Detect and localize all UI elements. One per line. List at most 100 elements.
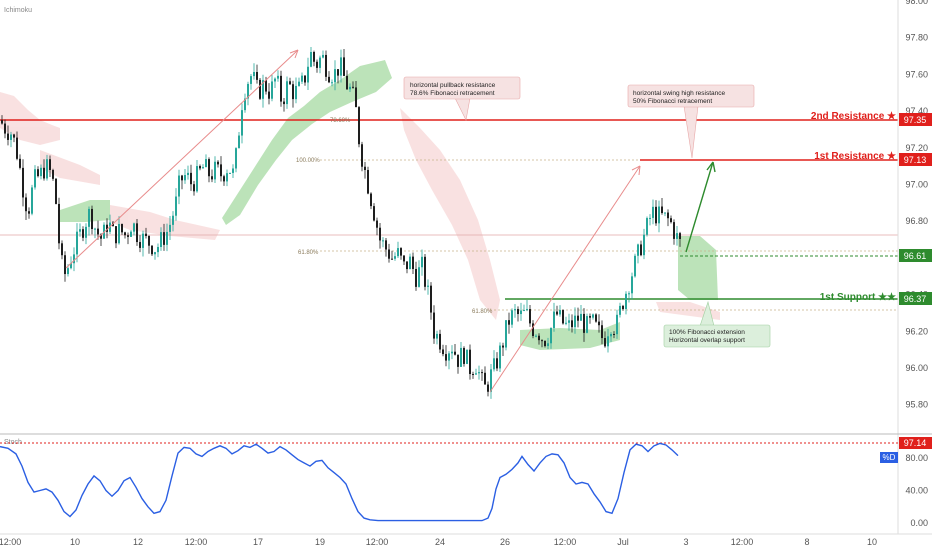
stoch-legend-tag: %D bbox=[880, 452, 898, 463]
candle-body bbox=[574, 315, 576, 328]
candle-body bbox=[355, 87, 357, 108]
candle-body bbox=[610, 333, 612, 337]
price-tag-support1-bg bbox=[899, 292, 932, 305]
candle-body bbox=[625, 293, 627, 310]
candle-body bbox=[142, 233, 144, 248]
candle-body bbox=[292, 84, 294, 100]
candle-body bbox=[331, 82, 333, 84]
time-tick-label: 12:00 bbox=[185, 537, 208, 547]
candle-body bbox=[187, 172, 189, 176]
candle-body bbox=[412, 256, 414, 269]
candle-body bbox=[265, 80, 267, 92]
candle-body bbox=[427, 285, 429, 287]
candle-body bbox=[556, 311, 558, 315]
candle-body bbox=[673, 222, 675, 239]
candle-body bbox=[223, 176, 225, 182]
callout-support-line1: 100% Fibonacci extension bbox=[669, 329, 745, 336]
callout-pullback-line2: 78.6% Fibonacci retracement bbox=[410, 90, 495, 97]
resistance-1-label: 1st Resistance ★ bbox=[814, 151, 896, 162]
candle-body bbox=[481, 372, 483, 374]
candle-body bbox=[577, 315, 579, 321]
time-tick-label: 10 bbox=[867, 537, 877, 547]
candle-body bbox=[274, 78, 276, 82]
candle-body bbox=[409, 256, 411, 270]
candle-body bbox=[475, 373, 477, 375]
price-tag-resistance2: 97.35 bbox=[899, 113, 932, 126]
price-tick-label: 97.80 bbox=[905, 33, 928, 43]
candle-body bbox=[193, 184, 195, 192]
candle-body bbox=[325, 54, 327, 77]
candle-body bbox=[664, 212, 666, 214]
candle-body bbox=[262, 80, 264, 99]
time-tick-label: 17 bbox=[253, 537, 263, 547]
candle-body bbox=[244, 98, 246, 111]
candle-body bbox=[46, 159, 48, 179]
candle-body bbox=[634, 255, 636, 277]
candle-body bbox=[175, 196, 177, 216]
candle-body bbox=[52, 169, 54, 179]
candle-body bbox=[31, 187, 33, 214]
candle-body bbox=[70, 263, 72, 269]
candle-body bbox=[505, 320, 507, 348]
candle-body bbox=[295, 85, 297, 100]
ichimoku-cloud-green bbox=[60, 60, 718, 350]
candle-body bbox=[631, 276, 633, 294]
candle-body bbox=[28, 211, 30, 214]
candle-body bbox=[169, 224, 171, 232]
price-tick-label: 97.60 bbox=[905, 69, 928, 79]
price-tick-label: 97.20 bbox=[905, 143, 928, 153]
candle-body bbox=[376, 220, 378, 228]
candle-body bbox=[313, 52, 315, 62]
stoch-legend-text: %D bbox=[883, 453, 896, 462]
time-tick-label: 12:00 bbox=[554, 537, 577, 547]
candle-body bbox=[454, 351, 456, 355]
time-tick-label: 19 bbox=[315, 537, 325, 547]
candle-body bbox=[19, 158, 21, 168]
candle-body bbox=[226, 173, 228, 182]
candle-body bbox=[394, 256, 396, 259]
candle-body bbox=[643, 234, 645, 256]
candle-body bbox=[562, 310, 564, 324]
candle-body bbox=[298, 81, 300, 86]
candle-body bbox=[406, 261, 408, 270]
candle-body bbox=[196, 166, 198, 192]
candle-body bbox=[190, 172, 192, 185]
candle-body bbox=[463, 347, 465, 364]
candle-body bbox=[361, 144, 363, 167]
candle-body bbox=[652, 206, 654, 218]
candle-body bbox=[118, 224, 120, 244]
candle-body bbox=[640, 244, 642, 256]
candle-body bbox=[34, 169, 36, 188]
candle-body bbox=[490, 369, 492, 392]
candle-body bbox=[76, 231, 78, 255]
callout-support: 100% Fibonacci extension Horizontal over… bbox=[663, 300, 771, 348]
candle-body bbox=[55, 178, 57, 204]
time-tick-label: 26 bbox=[500, 537, 510, 547]
candle-body bbox=[235, 148, 237, 169]
candle-body bbox=[322, 54, 324, 58]
candle-body bbox=[613, 333, 615, 335]
candle-body bbox=[289, 81, 291, 85]
fib-label-786: 78.60% bbox=[330, 118, 351, 124]
candle-body bbox=[589, 316, 591, 318]
candle-body bbox=[358, 107, 360, 145]
candle-body bbox=[37, 169, 39, 177]
fib-label-618b: 61.80% bbox=[472, 309, 493, 315]
candle-body bbox=[277, 75, 279, 79]
candle-body bbox=[73, 254, 75, 264]
callout-support-line2: Horizontal overlap support bbox=[669, 337, 745, 344]
price-tick-label: 95.80 bbox=[905, 400, 928, 410]
candle-body bbox=[307, 66, 309, 83]
resistance-2-label: 2nd Resistance ★ bbox=[811, 111, 896, 122]
arrow-recovery bbox=[489, 165, 641, 393]
candle-body bbox=[415, 268, 417, 287]
candle-body bbox=[163, 232, 165, 245]
candle-body bbox=[217, 161, 219, 165]
time-axis-ticks: 12:00 10 12 12:00 17 19 12:00 24 26 12:00 Jul 3 12:0… bbox=[0, 537, 877, 547]
candle-body bbox=[202, 167, 204, 169]
candle-body bbox=[247, 83, 249, 99]
candle-body bbox=[604, 338, 606, 347]
candle-body bbox=[514, 309, 516, 311]
candle-body bbox=[10, 134, 12, 140]
